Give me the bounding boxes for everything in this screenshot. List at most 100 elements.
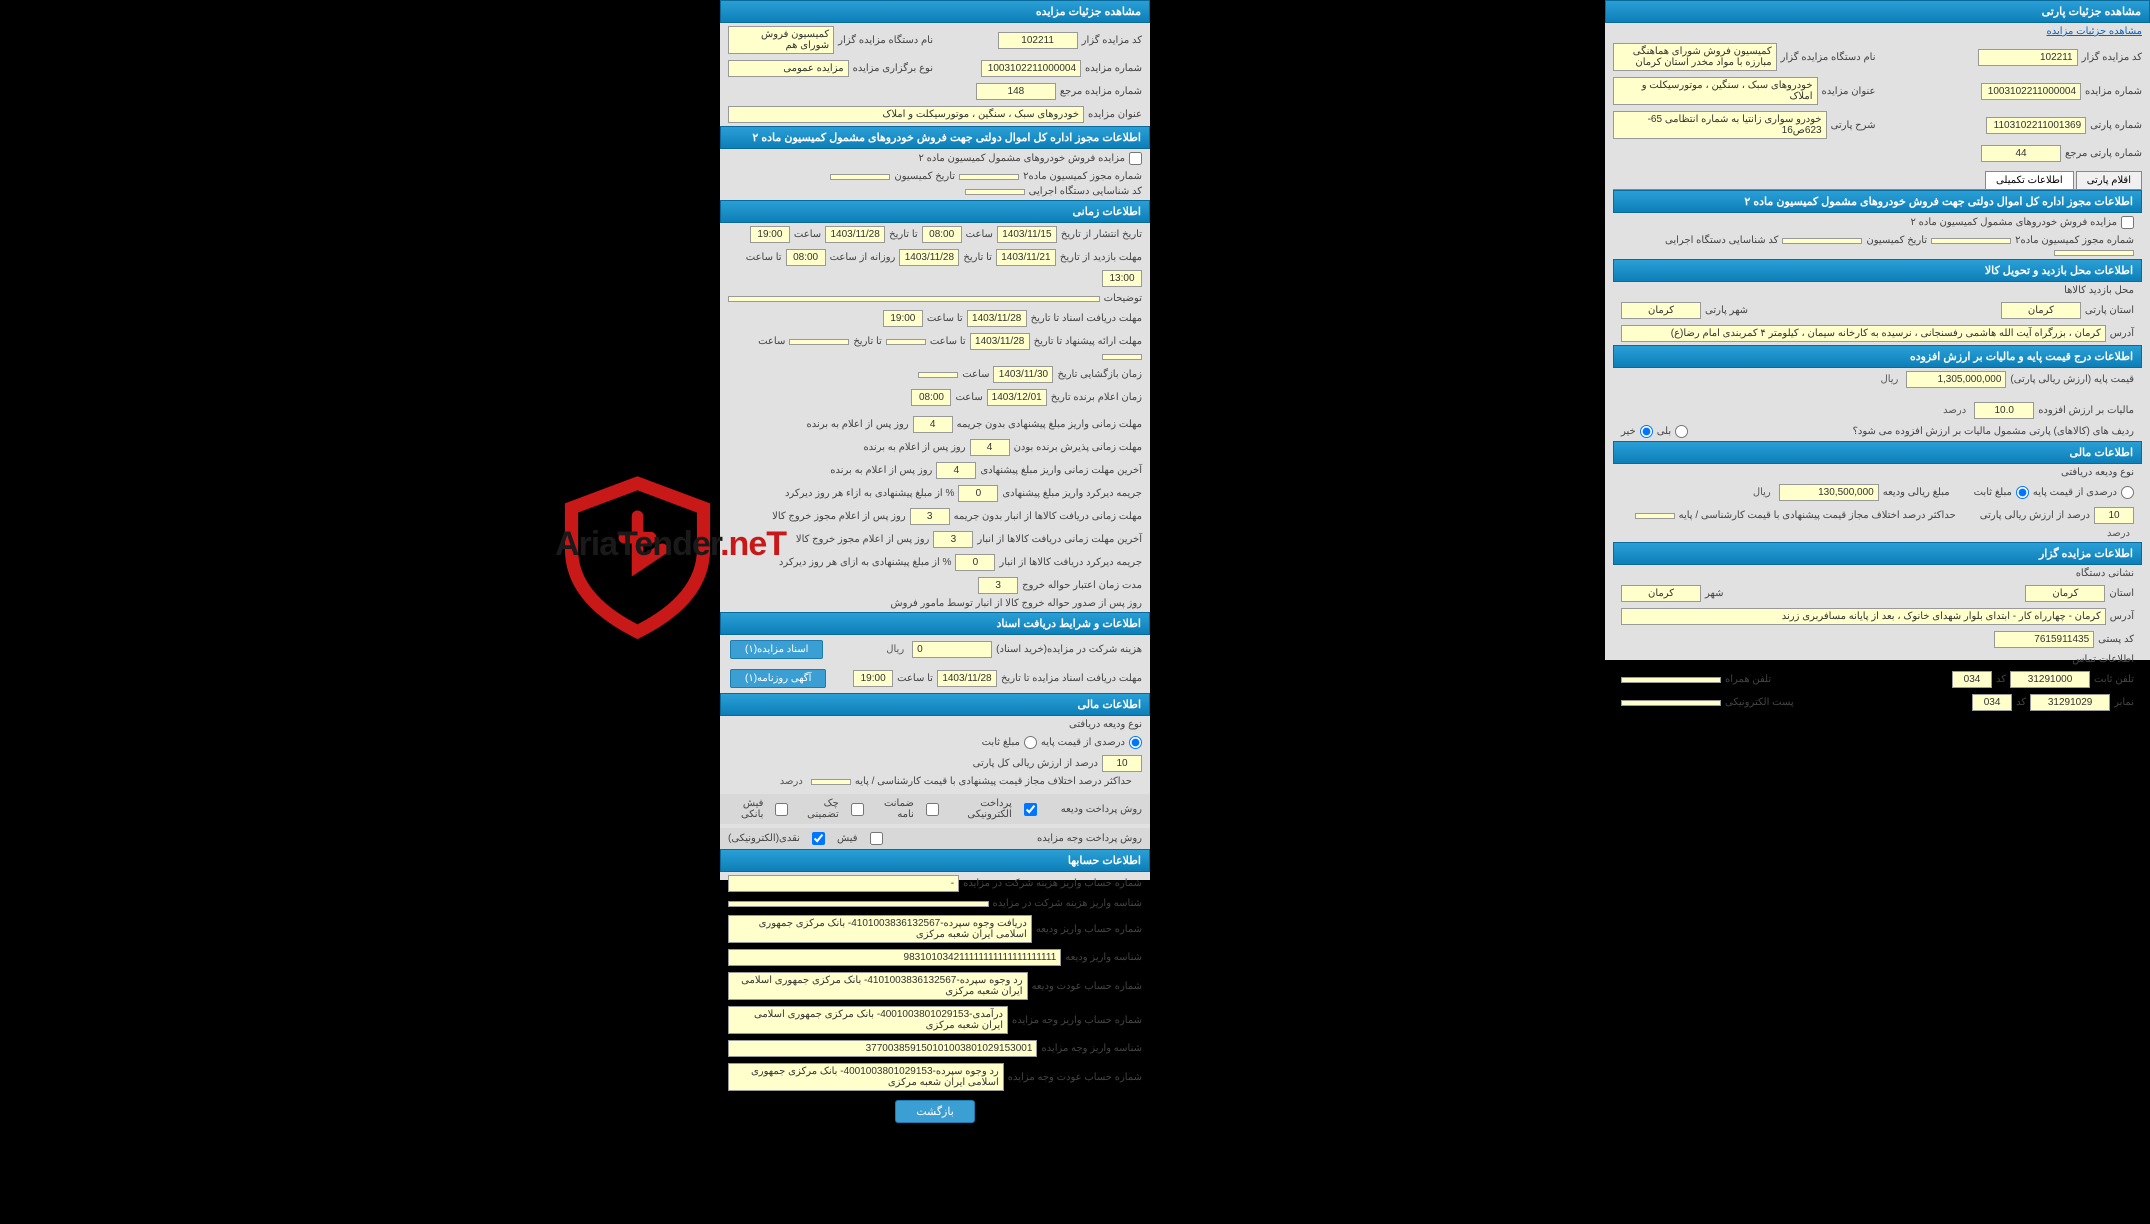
auth-checkbox[interactable]: [2121, 216, 2134, 229]
dl6-val: 3: [933, 531, 973, 548]
ref-party-val: 44: [1981, 145, 2061, 162]
t-visit-lbl: مهلت بازدید از تاریخ: [1060, 252, 1142, 263]
r-num-lbl: شماره مزایده: [1085, 63, 1142, 74]
code-lbl2: کد: [2016, 697, 2026, 708]
t-h-lbl1b: ساعت: [794, 229, 821, 240]
fee-val: 0: [912, 641, 992, 658]
r-pct-lbl: درصد از ارزش ریالی کل پارتی: [973, 758, 1098, 769]
cheq-chk[interactable]: [851, 803, 864, 816]
r-num-val: 1003102211000004: [981, 60, 1081, 77]
fee-lbl: هزینه شرکت در مزایده(خرید اسناد): [996, 644, 1142, 655]
t-h4b: [1102, 354, 1142, 360]
r-org-val: کمیسیون فروش شورای هم: [728, 26, 834, 54]
acc4-lbl: شناسه واریز ودیعه: [1065, 952, 1142, 963]
r-fixed-radio[interactable]: [1024, 736, 1037, 749]
acc4-val: 983101034211111111111111111111: [728, 949, 1061, 966]
watermark-logo: [555, 475, 720, 640]
r-type-lbl: نوع برگزاری مزایده: [853, 63, 933, 74]
docs-btn2[interactable]: آگهی روزنامه(۱): [730, 669, 826, 688]
dl6-u: روز پس از اعلام مجوز خروج کالا: [796, 534, 930, 545]
t-daily: روزانه از ساعت: [830, 252, 896, 263]
guar-chk[interactable]: [926, 803, 939, 816]
auction-code-lbl: کد مزایده گزار: [2082, 52, 2142, 63]
doc-d: 1403/11/28: [937, 670, 997, 687]
addr-lbl: آدرس: [2110, 328, 2134, 339]
fax-val: 31291029: [2030, 694, 2110, 711]
party-header: مشاهده جزئیات پارتی: [1605, 0, 2150, 23]
party-desc-lbl: شرح پارتی: [1831, 120, 1876, 131]
acc3-val: دریافت وجوه سپرده-4101003836132567- بانک…: [728, 915, 1032, 943]
acc-section: اطلاعات حسابها: [720, 849, 1150, 872]
pct-radio[interactable]: [2121, 486, 2134, 499]
r-exec-val: [965, 189, 1025, 195]
party-desc-val: خودرو سواری زانتیا به شماره انتظامی 65-6…: [1613, 111, 1827, 139]
vat-no-lbl: خیر: [1621, 426, 1636, 437]
t-open-lbl: زمان بازگشایی تاریخ: [1057, 369, 1142, 380]
r-maxdiff-lbl: حداکثر درصد اختلاف مجاز قیمت پیشنهادی با…: [855, 776, 1132, 787]
docs-section: اطلاعات و شرایط دریافت اسناد: [720, 612, 1150, 635]
guar-lbl: ضمانت نامه: [876, 798, 914, 820]
phone-lbl: تلفن ثابت: [2094, 674, 2134, 685]
auction-details-link[interactable]: مشاهده جزئیات مزایده: [2046, 26, 2142, 37]
dep-amt-val: 130,500,000: [1779, 484, 1879, 501]
t-bid-lbl: مهلت ارائه پیشنهاد تا تاریخ: [1034, 336, 1142, 347]
org-section: اطلاعات مزایده گزار: [1613, 542, 2142, 565]
r-auth-chk[interactable]: [1129, 152, 1142, 165]
org-address-lbl: آدرس: [2110, 611, 2134, 622]
t-h-lbl6: ساعت: [955, 392, 982, 403]
epay-chk[interactable]: [1024, 803, 1037, 816]
time-section: اطلاعات زمانی: [720, 200, 1150, 223]
docs-btn1[interactable]: اسناد مزایده(۱): [730, 640, 823, 659]
dep-amt-lbl: مبلغ ریالی ودیعه: [1883, 487, 1950, 498]
fixed-radio[interactable]: [2016, 486, 2029, 499]
tab-extra[interactable]: اطلاعات تکمیلی: [1985, 171, 2074, 189]
r-title-val: خودروهای سبک ، سنگین ، موتورسیکلت و املا…: [728, 106, 1084, 123]
auction-code-val: 102211: [1978, 49, 2078, 66]
vat-yes-radio[interactable]: [1675, 425, 1688, 438]
pct-unit: درصد: [1943, 405, 1966, 416]
r-pct-radio[interactable]: [1129, 736, 1142, 749]
ecash-chk[interactable]: [812, 832, 825, 845]
t-h-lbl4: ساعت: [758, 336, 785, 347]
dl6-lbl: آخرین مهلت زمانی دریافت کالاها از انبار: [977, 534, 1142, 545]
comm-date-val: [1782, 238, 1862, 244]
acc2-lbl: شناسه واریز هزینه شرکت در مزایده: [993, 898, 1142, 909]
auction-title-lbl: عنوان مزایده: [1822, 86, 1876, 97]
phone-val: 31291000: [2010, 671, 2090, 688]
acc5-lbl: شماره حساب عودت ودیعه: [1032, 981, 1142, 992]
t-d4b: [789, 339, 849, 345]
dl2-val: 4: [970, 439, 1010, 456]
slip2-chk[interactable]: [870, 832, 883, 845]
t-d5: 1403/11/30: [993, 366, 1053, 383]
rial3: ریال: [886, 644, 904, 655]
r-exec-lbl: کد شناسایی دستگاه اجرایی: [1029, 186, 1142, 197]
dl7-val: 0: [955, 554, 995, 571]
cheq-lbl: چک تضمینی: [800, 798, 838, 820]
return-button[interactable]: بازگشت: [895, 1100, 975, 1123]
tab-items[interactable]: اقلام پارتی: [2076, 171, 2142, 189]
r-code-val: 102211: [998, 32, 1078, 49]
dl2-lbl: مهلت زمانی پذیرش برنده بودن: [1014, 442, 1142, 453]
dl8-lbl: مدت زمان اعتبار حواله خروج: [1022, 580, 1142, 591]
permit-val: [1931, 238, 2011, 244]
r-maxdiff-val: [811, 779, 851, 785]
fin-section: اطلاعات مالی: [1613, 441, 2142, 464]
r-type-val: مزایده عمومی: [728, 60, 849, 77]
ecash-lbl: نقدی(الکترونیکی): [728, 833, 800, 844]
dl5-u: روز پس از اعلام مجوز خروج کالا: [772, 511, 906, 522]
dl3-lbl: آخرین مهلت زمانی واریز مبلغ پیشنهادی: [980, 465, 1142, 476]
t-win-lbl: زمان اعلام برنده تاریخ: [1051, 392, 1142, 403]
org-city-lbl: شهر: [1705, 588, 1724, 599]
r-ref-val: 148: [976, 83, 1056, 100]
vat-no-radio[interactable]: [1640, 425, 1653, 438]
acc6-lbl: شماره حساب واریز وجه مزایده: [1012, 1015, 1142, 1026]
r-fixed-lbl: مبلغ ثابت: [982, 737, 1020, 748]
t-d6: 1403/12/01: [987, 389, 1047, 406]
maxdiff-lbl: حداکثر درصد اختلاف مجاز قیمت پیشنهادی با…: [1679, 510, 1956, 521]
prov-lbl: استان پارتی: [2085, 305, 2134, 316]
pct-base-lbl: درصدی از قیمت پایه: [2033, 487, 2117, 498]
slip-chk[interactable]: [775, 803, 788, 816]
auction-title-val: خودروهای سبک ، سنگین ، موتورسیکلت و املا…: [1613, 77, 1818, 105]
dl3-u: روز پس از اعلام به برنده: [830, 465, 932, 476]
email-val: [1621, 700, 1721, 706]
